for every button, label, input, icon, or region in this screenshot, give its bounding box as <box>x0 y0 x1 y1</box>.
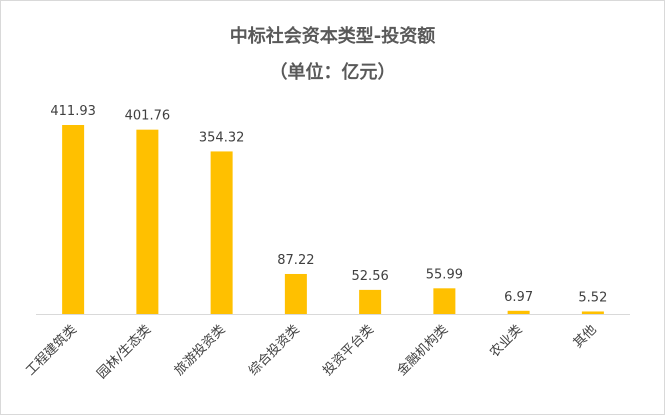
bar <box>62 125 85 314</box>
data-label: 55.99 <box>426 267 463 282</box>
chart-title: 中标社会资本类型-投资额 <box>229 26 436 47</box>
category-tick-label: 旅游投资类 <box>171 322 228 379</box>
category-tick-label: 园林/生态类 <box>95 322 155 382</box>
bar <box>136 129 159 314</box>
bar <box>359 289 382 314</box>
data-label: 5.52 <box>578 290 607 305</box>
category-tick-label: 其他 <box>571 322 600 351</box>
data-label: 354.32 <box>199 130 245 145</box>
data-label: 52.56 <box>352 269 389 284</box>
category-tick-label: 工程建筑类 <box>23 322 80 379</box>
category-tick-label: 综合投资类 <box>245 322 302 379</box>
category-tick-label: 金融机构类 <box>394 322 451 379</box>
data-label: 411.93 <box>50 104 96 119</box>
data-label: 6.97 <box>504 290 533 305</box>
data-label: 401.76 <box>125 109 171 124</box>
chart-subtitle: （单位：亿元） <box>269 62 396 83</box>
category-tick-label: 农业类 <box>487 322 525 360</box>
bar <box>210 151 233 314</box>
data-label: 87.22 <box>277 253 314 268</box>
bar <box>581 311 604 314</box>
bar <box>284 273 307 314</box>
bar <box>507 310 530 314</box>
bar <box>433 288 456 314</box>
category-tick-label: 投资平台类 <box>320 322 377 379</box>
